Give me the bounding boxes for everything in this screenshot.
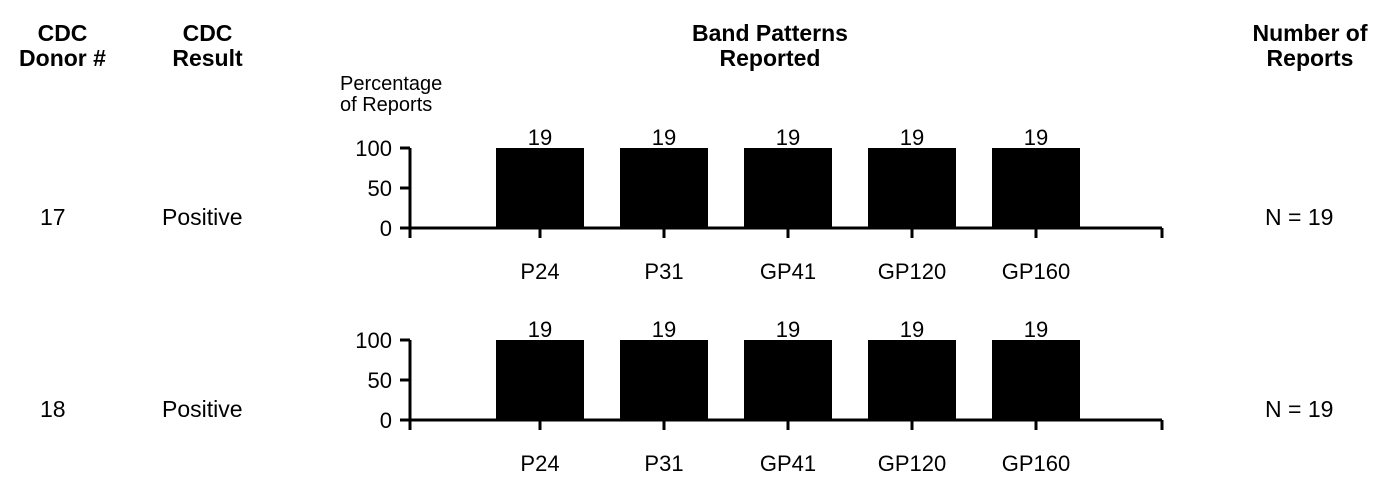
bar: [744, 148, 832, 228]
bar: [868, 148, 956, 228]
category-label: GP160: [1002, 259, 1071, 284]
data-label: 19: [1024, 317, 1048, 342]
category-label: P24: [520, 259, 559, 284]
data-label: 19: [1024, 125, 1048, 150]
bar: [496, 340, 584, 420]
category-label: GP160: [1002, 451, 1071, 476]
header-result: CDC Result: [172, 20, 243, 71]
data-label: 19: [900, 317, 924, 342]
header-number-of-reports: Number of Reports: [1252, 20, 1368, 71]
y-tick-label: 50: [368, 368, 392, 393]
header-band-patterns: Band Patterns Reported: [692, 20, 848, 71]
y-tick-label: 50: [368, 176, 392, 201]
y-axis-caption: Percentage of Reports: [340, 73, 443, 116]
category-label: P31: [644, 259, 683, 284]
cdc-result: Positive: [162, 204, 243, 230]
category-label: GP120: [878, 451, 947, 476]
y-tick-label: 0: [380, 408, 392, 433]
header-donor: CDC Donor #: [19, 20, 106, 71]
category-label: GP120: [878, 259, 947, 284]
y-tick-label: 100: [355, 136, 392, 161]
bar: [496, 148, 584, 228]
data-label: 19: [528, 125, 552, 150]
report-count: N = 19: [1265, 396, 1334, 422]
bar: [868, 340, 956, 420]
data-label: 19: [652, 317, 676, 342]
data-label: 19: [776, 125, 800, 150]
bar: [992, 148, 1080, 228]
data-label: 19: [652, 125, 676, 150]
donor-number: 17: [40, 204, 66, 230]
bar: [744, 340, 832, 420]
bar: [620, 340, 708, 420]
y-tick-label: 100: [355, 328, 392, 353]
category-label: GP41: [760, 259, 816, 284]
bar: [992, 340, 1080, 420]
category-label: P24: [520, 451, 559, 476]
donor-number: 18: [40, 396, 66, 422]
data-label: 19: [776, 317, 800, 342]
category-label: P31: [644, 451, 683, 476]
category-label: GP41: [760, 451, 816, 476]
report-count: N = 19: [1265, 204, 1334, 230]
data-label: 19: [900, 125, 924, 150]
bar: [620, 148, 708, 228]
y-tick-label: 0: [380, 216, 392, 241]
data-label: 19: [528, 317, 552, 342]
cdc-result: Positive: [162, 396, 243, 422]
